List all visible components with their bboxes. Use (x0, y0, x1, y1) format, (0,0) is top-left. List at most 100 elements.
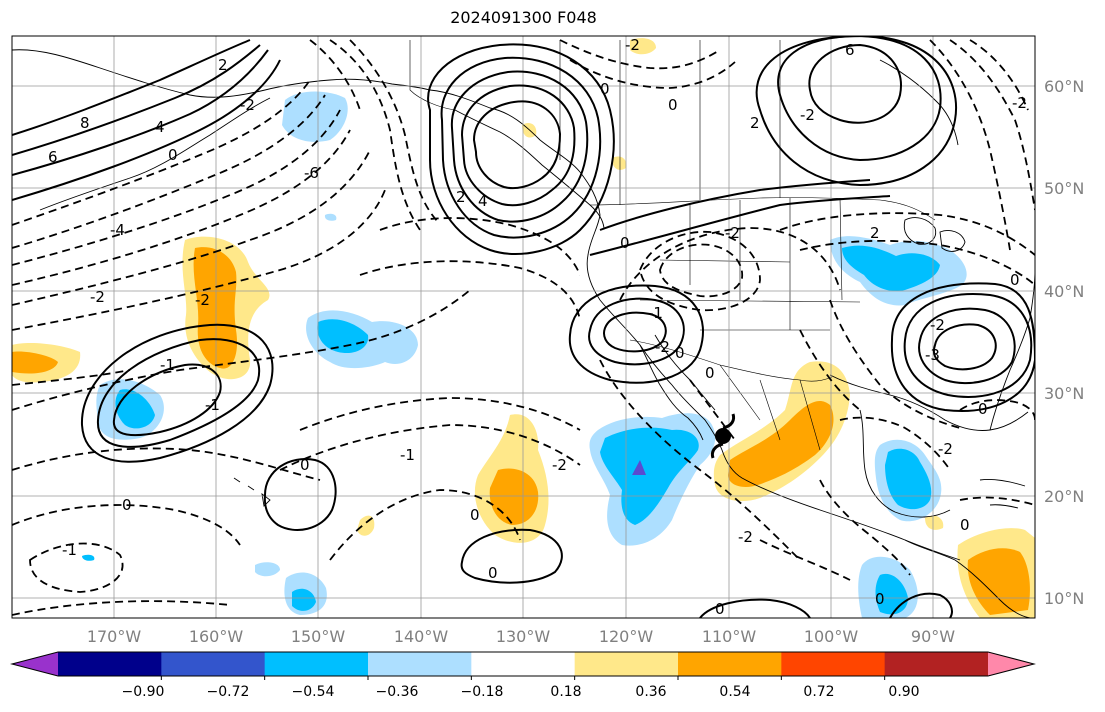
contour-label: 0 (960, 516, 970, 534)
lon-label: 150°W (291, 627, 346, 646)
contour-label: -2 (552, 456, 567, 474)
gulf-coast (829, 374, 1029, 431)
contour-label: 0 (470, 506, 480, 524)
colorbar-tick-label: 0.72 (803, 684, 834, 700)
colorbar-tick-label: −0.90 (122, 684, 165, 700)
contour-line (472, 100, 562, 190)
contour-line (588, 297, 685, 366)
us-canada-border (589, 197, 936, 221)
colorbar-segment (884, 652, 989, 676)
contour-line (699, 598, 811, 618)
contour-line (12, 44, 261, 156)
contour-label: 0 (675, 344, 685, 362)
positive-anomaly-region (925, 515, 944, 530)
contour-line (112, 363, 222, 437)
great-lakes (903, 217, 937, 245)
negative-contours (12, 39, 1035, 616)
contour-line (12, 49, 269, 176)
hawaii-islands (233, 477, 271, 507)
contour-label: 0 (168, 146, 178, 164)
contour-label: 0 (300, 456, 310, 474)
contour-line (829, 299, 961, 429)
contour-label: 2 (456, 188, 466, 206)
contour-line (12, 189, 386, 331)
contour-label: 2 (750, 114, 760, 132)
lat-label: 10°N (1044, 589, 1084, 608)
negative-anomaly-region (255, 562, 280, 577)
contour-line (918, 307, 1016, 385)
contour-line (299, 397, 581, 431)
lat-label: 30°N (1044, 384, 1084, 403)
contour-line (96, 338, 261, 448)
contour-label: -3 (925, 346, 940, 364)
contour-label: 6 (48, 148, 58, 166)
contour-line (440, 56, 602, 239)
positive-anomaly-region (612, 156, 627, 170)
contour-line (568, 284, 704, 384)
negative-anomaly-core (885, 448, 932, 510)
contour-line (659, 243, 743, 298)
colorbar-segment (781, 652, 886, 676)
contour-line (569, 59, 736, 89)
negative-anomaly-region (282, 91, 348, 142)
contour-label: -2 (738, 528, 753, 546)
contour-label: -1 (205, 396, 220, 414)
colorbar-extension-high (988, 652, 1034, 676)
negative-anomaly-core (600, 427, 699, 525)
contour-line (777, 36, 942, 162)
contour-line (808, 43, 902, 124)
caribbean-islands (979, 479, 1026, 509)
colorbar-segment (161, 652, 266, 676)
mexico-states (719, 364, 821, 451)
contour-line (329, 39, 421, 231)
contour-line (949, 39, 1035, 211)
contour-line (559, 39, 721, 70)
colorbar-segment (264, 652, 369, 676)
colorbar-extension-low (12, 652, 58, 676)
contour-line (460, 84, 576, 207)
colorbar-tick-label: −0.54 (292, 684, 335, 700)
contour-line (12, 149, 371, 306)
contour-label: 0 (620, 234, 630, 252)
contour-line (819, 479, 911, 576)
contour-label: -2 (800, 106, 815, 124)
negative-anomaly-core (842, 245, 940, 292)
lon-label: 120°W (599, 627, 654, 646)
contour-line (460, 528, 563, 584)
contour-label: -6 (304, 164, 319, 182)
contour-label: 4 (478, 192, 488, 210)
contour-label: -2 (90, 288, 105, 306)
contour-label: 2 (870, 224, 880, 242)
colorbar: −0.90 −0.72 −0.54 −0.36 −0.18 0.18 0.36 … (10, 651, 1036, 700)
lon-label: 90°W (911, 627, 955, 646)
colorbar-segment (471, 652, 576, 676)
contour-line (12, 94, 326, 249)
positive-anomaly-core (193, 247, 238, 369)
contour-line (603, 311, 667, 353)
contour-label: -4 (110, 221, 125, 239)
map-title: 2024091300 F048 (450, 8, 597, 27)
contour-line (959, 399, 1035, 421)
lon-label: 160°W (189, 627, 244, 646)
lat-label: 20°N (1044, 487, 1084, 506)
contour-line (80, 323, 274, 463)
contour-line (450, 70, 589, 223)
contour-line (889, 592, 953, 618)
contour-line (619, 227, 841, 301)
contour-label: 2 (218, 56, 228, 74)
contour-line (903, 293, 1033, 398)
contour-label: 0 (875, 590, 885, 608)
lon-label: 170°W (87, 627, 142, 646)
contour-label: -1 (400, 446, 415, 464)
colorbar-tick-label: 0.54 (719, 684, 750, 700)
colorbar-tick-label: 0.90 (888, 684, 919, 700)
colorbar-segment (678, 652, 782, 676)
contour-label: -2 (930, 316, 945, 334)
contour-line (359, 260, 581, 321)
colorbar-ticks (160, 676, 886, 680)
contour-line (12, 369, 131, 386)
lon-label: 130°W (496, 627, 551, 646)
alaska-panhandle (454, 109, 605, 229)
baja-peninsula (639, 344, 704, 441)
lon-label: 140°W (394, 627, 449, 646)
